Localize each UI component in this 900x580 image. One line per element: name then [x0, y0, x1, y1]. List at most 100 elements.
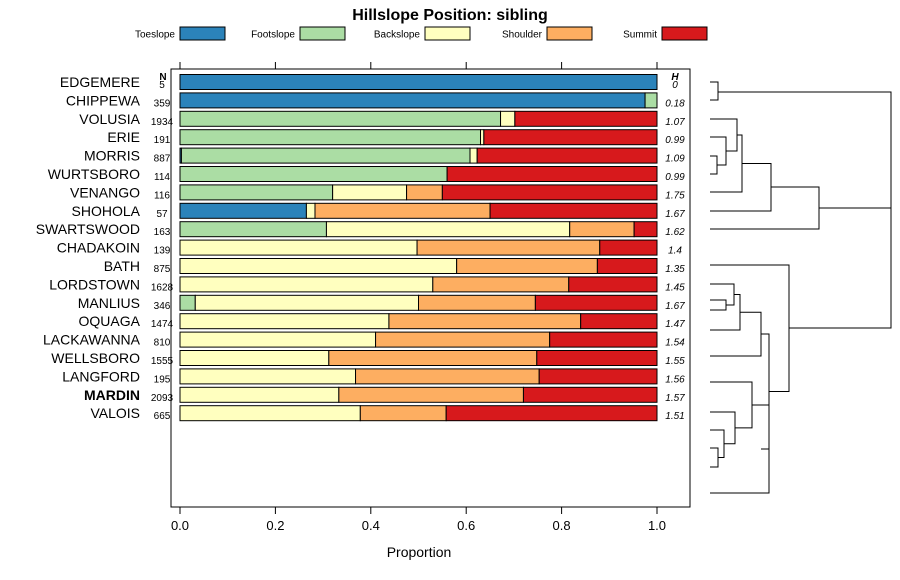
bar-segment-backslope — [305, 202, 316, 219]
legend-swatch-toeslope — [179, 26, 226, 41]
soil-label: EDGEMERE — [60, 74, 140, 90]
dendrogram-branch — [710, 136, 727, 166]
legend-swatch-backslope — [424, 26, 471, 41]
n-value: 163 — [154, 227, 171, 238]
bar-segment-shoulder — [406, 184, 443, 201]
bar-segment-shoulder — [569, 221, 635, 238]
legend-label-footslope: Footslope — [251, 30, 295, 41]
bar-row-chippewa — [179, 92, 658, 109]
bar-segment-shoulder — [314, 202, 491, 219]
bar-segment-summit — [534, 294, 658, 311]
bar-segment-backslope — [500, 110, 516, 127]
bar-segment-backslope — [469, 147, 478, 164]
bar-row-langford — [179, 368, 658, 385]
bar-segment-backslope — [179, 313, 390, 330]
legend-label-shoulder: Shoulder — [502, 30, 543, 41]
h-value: 1.62 — [665, 227, 685, 238]
tick-label: 0.4 — [362, 518, 380, 533]
bar-segment-shoulder — [338, 386, 524, 403]
bar-segment-backslope — [325, 221, 571, 238]
bar-segment-footslope — [179, 129, 482, 146]
bar-segment-backslope — [179, 331, 377, 348]
bar-segment-backslope — [194, 294, 419, 311]
plot-panel — [170, 68, 691, 508]
n-value: 1628 — [151, 282, 174, 293]
n-value: 1555 — [151, 356, 174, 367]
soil-label: CHIPPEWA — [66, 92, 141, 108]
bar-segment-footslope — [179, 110, 502, 127]
n-value: 1934 — [151, 117, 174, 128]
chart-title: Hillslope Position: sibling — [352, 7, 548, 24]
dendrogram-branch — [710, 311, 762, 357]
n-value: 191 — [154, 135, 171, 146]
soil-label: WURTSBORO — [48, 166, 140, 182]
bar-row-lordstown — [179, 276, 658, 293]
n-value: 887 — [154, 154, 171, 165]
bar-segment-summit — [476, 147, 658, 164]
soil-label: OQUAGA — [79, 313, 141, 329]
bar-row-lackawanna — [179, 331, 658, 348]
soil-label: VOLUSIA — [79, 111, 140, 127]
bar-segment-summit — [538, 368, 658, 385]
tick-label: 0.6 — [457, 518, 475, 533]
dendrogram-branch — [710, 404, 770, 494]
bar-segment-backslope — [480, 129, 485, 146]
soil-label: LANGFORD — [62, 368, 140, 384]
bar-segment-summit — [514, 110, 658, 127]
bar-row-morris — [179, 147, 658, 164]
bar-segment-summit — [441, 184, 658, 201]
bar-segment-summit — [633, 221, 658, 238]
bar-segment-backslope — [179, 350, 330, 366]
bar-segment-backslope — [179, 386, 340, 403]
h-value: 0.18 — [665, 98, 685, 109]
tick-label: 0.2 — [266, 518, 284, 533]
soil-label: MARDIN — [84, 387, 140, 403]
bar-area — [179, 74, 658, 422]
bar-row-swartswood — [179, 221, 658, 238]
soil-label: LACKAWANNA — [43, 332, 141, 348]
bar-segment-summit — [568, 276, 658, 293]
n-value: 57 — [156, 209, 168, 220]
h-value: 1.07 — [665, 117, 685, 128]
bar-segment-footslope — [179, 221, 327, 238]
n-value: 139 — [154, 246, 171, 257]
h-value: 1.75 — [665, 190, 685, 201]
bar-row-edgemere — [179, 74, 658, 90]
bar-row-bath — [179, 258, 658, 274]
legend-swatch-summit — [661, 26, 708, 41]
bar-row-chadakoin — [179, 239, 658, 256]
dendrogram-branch — [710, 429, 725, 458]
h-value: 1.4 — [668, 246, 682, 257]
dendrogram-branch — [710, 283, 735, 306]
n-value: 875 — [154, 264, 171, 275]
bar-segment-backslope — [332, 184, 408, 201]
bar-row-wurtsboro — [179, 166, 658, 182]
h-value: 1.56 — [665, 374, 685, 385]
n-value: 359 — [154, 98, 171, 109]
bar-row-shohola — [179, 202, 658, 219]
bar-segment-backslope — [179, 368, 357, 385]
bar-segment-summit — [536, 350, 658, 366]
legend-swatch-shoulder — [546, 26, 593, 41]
legend-label-backslope: Backslope — [374, 30, 421, 41]
legend-label-toeslope: Toeslope — [135, 30, 175, 41]
soil-label: SWARTSWOOD — [36, 221, 140, 237]
bar-segment-toeslope — [179, 74, 658, 90]
tick-label: 0.8 — [553, 518, 571, 533]
dendrogram-branch — [761, 333, 770, 450]
bar-segment-shoulder — [432, 276, 570, 293]
bar-segment-footslope — [644, 92, 658, 109]
bar-row-volusia — [179, 110, 658, 127]
bar-segment-footslope — [180, 147, 471, 164]
bar-segment-backslope — [179, 405, 361, 422]
n-value: 1474 — [151, 319, 174, 330]
bar-segment-backslope — [179, 239, 418, 256]
bar-segment-shoulder — [359, 405, 447, 422]
n-value: 195 — [154, 374, 171, 385]
bar-row-oquaga — [179, 313, 658, 330]
legend-label-summit: Summit — [623, 30, 657, 41]
bar-segment-shoulder — [418, 294, 536, 311]
bar-row-mardin — [179, 386, 658, 403]
dendrogram-branch — [710, 163, 772, 212]
